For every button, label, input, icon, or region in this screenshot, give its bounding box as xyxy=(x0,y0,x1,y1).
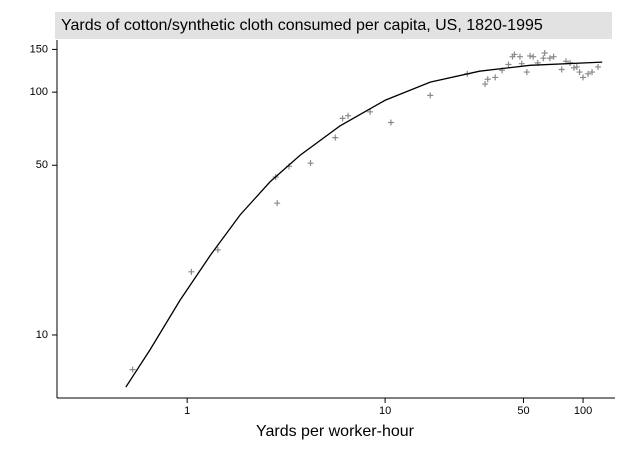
point xyxy=(540,55,547,62)
point xyxy=(484,76,491,83)
point xyxy=(214,246,221,253)
point xyxy=(492,74,499,81)
point xyxy=(530,53,537,60)
point xyxy=(541,49,548,56)
point xyxy=(274,200,281,207)
point xyxy=(576,69,583,76)
point xyxy=(516,53,523,60)
point xyxy=(332,134,339,141)
x-tick-label: 10 xyxy=(379,405,391,417)
point xyxy=(573,63,580,70)
x-axis-title: Yards per worker-hour xyxy=(256,423,415,440)
y-tick-label: 50 xyxy=(36,159,48,171)
x-tick-label: 50 xyxy=(517,405,529,417)
point xyxy=(595,63,602,70)
point xyxy=(546,55,553,62)
point xyxy=(345,112,352,119)
point xyxy=(550,53,557,60)
y-tick-label: 150 xyxy=(30,43,48,55)
point xyxy=(580,74,587,81)
point xyxy=(585,70,592,77)
point xyxy=(339,115,346,122)
fit-line xyxy=(125,61,603,388)
point xyxy=(129,366,136,373)
point xyxy=(558,66,565,73)
chart-title: Yards of cotton/synthetic cloth consumed… xyxy=(61,17,543,34)
point xyxy=(427,92,434,99)
point xyxy=(188,268,195,275)
point xyxy=(367,108,374,115)
point xyxy=(505,61,512,68)
point xyxy=(571,64,577,71)
y-tick-label: 10 xyxy=(36,329,48,341)
point xyxy=(527,52,534,59)
point xyxy=(511,51,518,58)
point xyxy=(307,160,314,167)
y-tick-label: 100 xyxy=(30,86,48,98)
point xyxy=(482,81,489,88)
x-tick-label: 100 xyxy=(574,405,592,417)
point xyxy=(387,119,394,126)
point xyxy=(589,69,596,76)
x-tick-label: 1 xyxy=(184,405,190,417)
title-box xyxy=(55,12,612,39)
point xyxy=(523,69,530,76)
